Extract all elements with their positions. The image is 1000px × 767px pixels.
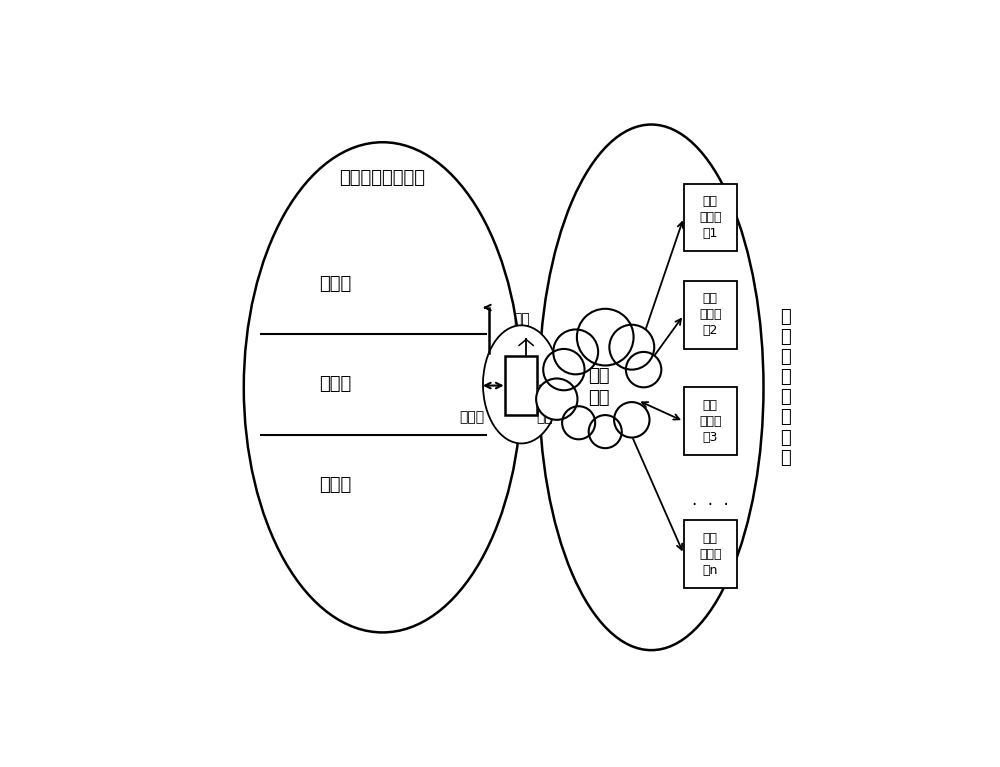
Text: 无线
监测终
灈3: 无线 监测终 灈3 — [699, 399, 722, 444]
Text: 无线: 无线 — [536, 410, 553, 424]
Text: ·  ·  ·: · · · — [692, 496, 729, 515]
Circle shape — [536, 378, 577, 420]
Circle shape — [589, 415, 622, 448]
Circle shape — [553, 330, 598, 374]
Circle shape — [577, 309, 634, 366]
FancyBboxPatch shape — [684, 281, 737, 349]
Text: 网关: 网关 — [513, 312, 530, 327]
Circle shape — [614, 402, 650, 437]
Text: 本装置: 本装置 — [509, 379, 534, 393]
Circle shape — [543, 349, 585, 390]
Circle shape — [626, 352, 661, 387]
FancyBboxPatch shape — [684, 520, 737, 588]
Text: 过程层: 过程层 — [319, 476, 351, 494]
FancyBboxPatch shape — [684, 183, 737, 252]
Circle shape — [562, 407, 595, 439]
Circle shape — [609, 324, 654, 370]
Text: 间隔层: 间隔层 — [319, 375, 351, 393]
Text: 以太网: 以太网 — [460, 410, 485, 424]
Text: 无线
监测终
灈1: 无线 监测终 灈1 — [699, 195, 722, 240]
FancyBboxPatch shape — [505, 356, 537, 415]
Text: 无
线
分
布
测
控
系
统: 无 线 分 布 测 控 系 统 — [781, 308, 791, 466]
Text: 数字化变电站系统: 数字化变电站系统 — [340, 169, 426, 186]
Text: 无线
监测终
灈n: 无线 监测终 灈n — [699, 532, 722, 577]
Text: 无线
监测终
灈2: 无线 监测终 灈2 — [699, 292, 722, 337]
Text: 无线
信道: 无线 信道 — [589, 367, 610, 407]
Ellipse shape — [483, 325, 560, 443]
FancyBboxPatch shape — [684, 387, 737, 456]
Text: 站控层: 站控层 — [319, 275, 351, 293]
